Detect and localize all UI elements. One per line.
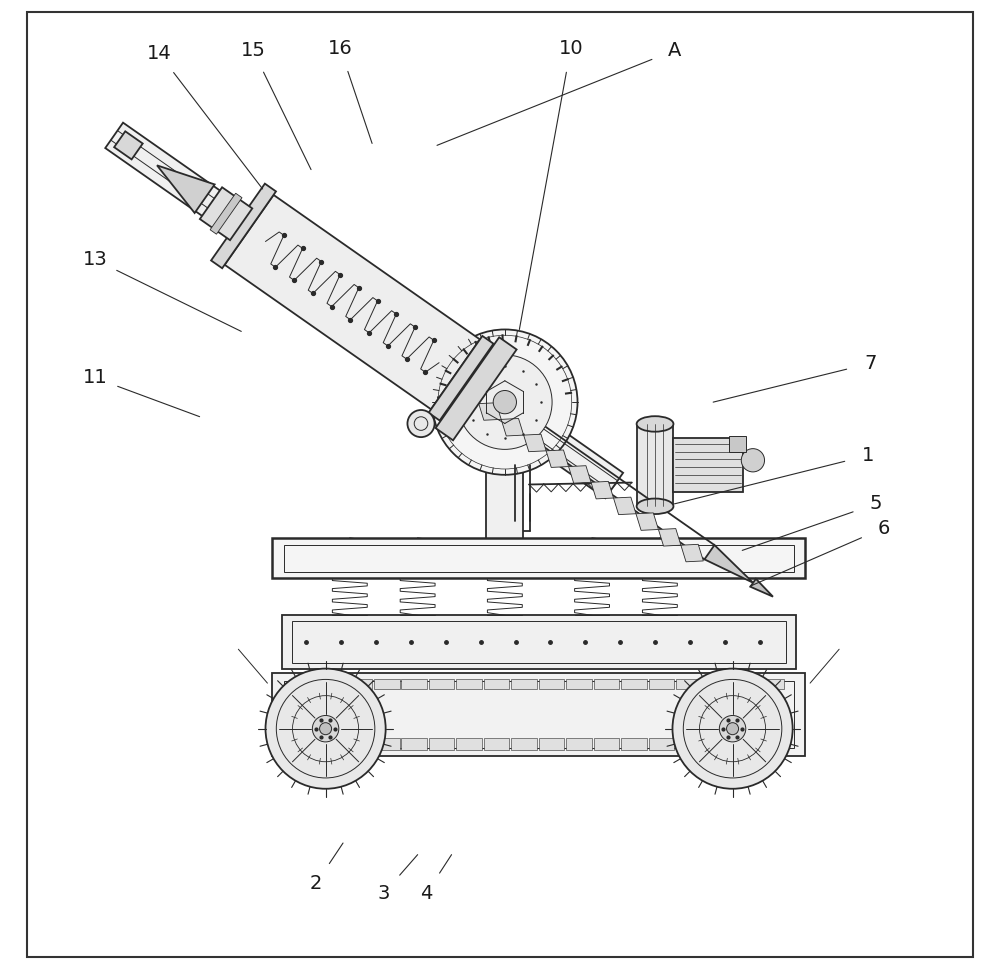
Polygon shape [704,545,753,582]
Bar [511,679,537,689]
Ellipse shape [637,417,673,432]
Polygon shape [614,497,636,515]
Circle shape [407,410,435,437]
Circle shape [312,715,339,742]
Bar [731,679,756,689]
Polygon shape [429,336,493,421]
Polygon shape [200,187,252,240]
Bar [347,679,372,689]
Text: 5: 5 [870,494,882,514]
Bar [292,679,317,689]
Text: 16: 16 [328,39,352,58]
Bar [429,679,454,689]
Bar [486,402,523,578]
Circle shape [432,329,578,475]
Bar [758,738,784,750]
Bar [401,738,427,750]
Bar [284,545,794,572]
Bar [319,679,345,689]
Bar [649,738,674,750]
Bar [566,738,592,750]
Text: A: A [668,41,681,60]
Bar [401,679,427,689]
Text: 7: 7 [864,354,876,373]
Polygon shape [210,193,242,234]
Bar [539,679,564,689]
Bar [731,738,756,750]
Circle shape [727,723,739,735]
Circle shape [493,391,516,414]
Circle shape [672,669,793,789]
Polygon shape [524,434,546,452]
Bar [673,438,743,492]
Circle shape [719,715,746,742]
Polygon shape [479,403,501,421]
Bar [374,679,400,689]
Polygon shape [436,337,517,440]
Bar [319,738,345,750]
Bar [637,424,673,506]
Text: 11: 11 [83,368,107,388]
Bar [703,679,729,689]
Polygon shape [225,195,480,409]
Circle shape [266,669,386,789]
Text: 4: 4 [420,884,433,903]
Polygon shape [569,466,591,484]
Bar [272,673,805,756]
Bar [676,679,702,689]
Bar [621,679,647,689]
Bar [539,738,564,750]
Bar [429,738,454,750]
Text: 15: 15 [240,41,265,60]
Bar [649,679,674,689]
Bar [272,538,805,578]
Polygon shape [211,184,276,268]
Bar [758,679,784,689]
Polygon shape [501,419,524,436]
Ellipse shape [637,498,673,514]
Bar [292,738,317,750]
Bar [703,738,729,750]
Bar [347,738,372,750]
Polygon shape [546,450,569,467]
Polygon shape [157,166,215,213]
Polygon shape [591,482,614,499]
Polygon shape [114,132,143,160]
Bar [282,615,796,669]
Polygon shape [750,578,773,597]
Bar [566,679,592,689]
Circle shape [458,355,552,450]
Text: 3: 3 [378,884,390,903]
Bar [284,681,794,748]
Bar [292,621,786,663]
Circle shape [320,723,332,735]
Polygon shape [681,545,703,562]
Bar [594,738,619,750]
Bar [484,679,509,689]
Polygon shape [658,529,681,547]
Bar [484,738,509,750]
Bar [511,738,537,750]
Bar [621,738,647,750]
Bar [456,738,482,750]
Text: 14: 14 [147,44,171,63]
Text: 2: 2 [310,874,322,893]
Bar [456,679,482,689]
Text: 13: 13 [83,250,107,269]
Polygon shape [105,123,623,498]
Polygon shape [636,513,658,530]
Bar [676,738,702,750]
Bar [374,738,400,750]
Text: 1: 1 [862,446,874,465]
Bar [729,436,746,452]
Text: 10: 10 [558,39,583,58]
Text: 6: 6 [878,518,890,538]
Circle shape [741,449,765,472]
Bar [594,679,619,689]
